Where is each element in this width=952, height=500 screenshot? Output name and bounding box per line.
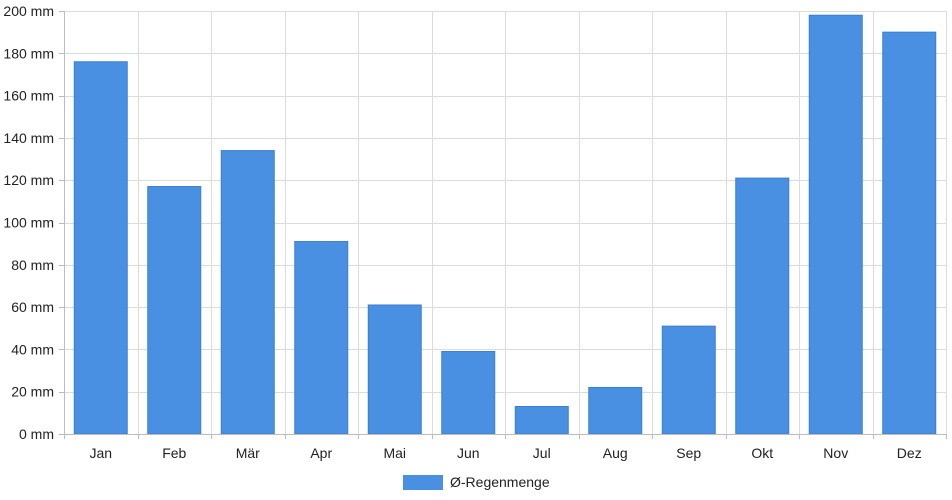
x-tick-label: Apr [310,445,332,461]
legend-label[interactable]: Ø-Regenmenge [450,474,550,490]
x-tick-label: Jun [457,445,480,461]
y-tick-label: 80 mm [11,257,54,273]
y-tick-label: 100 mm [3,215,54,231]
x-tick-label: Jan [89,445,112,461]
x-tick-label: Jul [533,445,551,461]
bar[interactable] [808,14,863,435]
bar[interactable] [220,150,275,435]
y-tick-label: 20 mm [11,384,54,400]
bar[interactable] [73,61,128,435]
axes [59,11,947,439]
bar[interactable] [735,177,790,435]
x-tick-label: Dez [897,445,922,461]
bar[interactable] [514,406,569,435]
legend[interactable]: Ø-Regenmenge [403,474,550,490]
y-tick-label: 140 mm [3,130,54,146]
y-tick-label: 60 mm [11,299,54,315]
bar[interactable] [294,241,349,435]
tick-labels: 0 mm 20 mm 40 mm 60 mm 80 mm 100 mm 120 mm 140 … [3,3,921,461]
x-tick-label: Mär [236,445,260,461]
legend-swatch[interactable] [403,475,443,490]
bar[interactable] [147,186,202,435]
y-tick-label: 200 mm [3,3,54,19]
y-tick-label: 160 mm [3,88,54,104]
x-tick-label: Sep [676,445,701,461]
y-tick-label: 180 mm [3,45,54,61]
y-tick-label: 120 mm [3,172,54,188]
x-tick-label: Nov [823,445,848,461]
bar[interactable] [661,325,716,435]
bar[interactable] [588,386,643,435]
x-tick-label: Mai [383,445,406,461]
bar[interactable] [882,31,937,435]
y-tick-label: 40 mm [11,341,54,357]
x-tick-label: Aug [603,445,628,461]
x-tick-label: Feb [162,445,186,461]
y-tick-label: 0 mm [19,426,54,442]
bar[interactable] [367,304,422,435]
bar[interactable] [441,351,496,435]
x-tick-label: Okt [751,445,773,461]
bars [73,14,937,435]
